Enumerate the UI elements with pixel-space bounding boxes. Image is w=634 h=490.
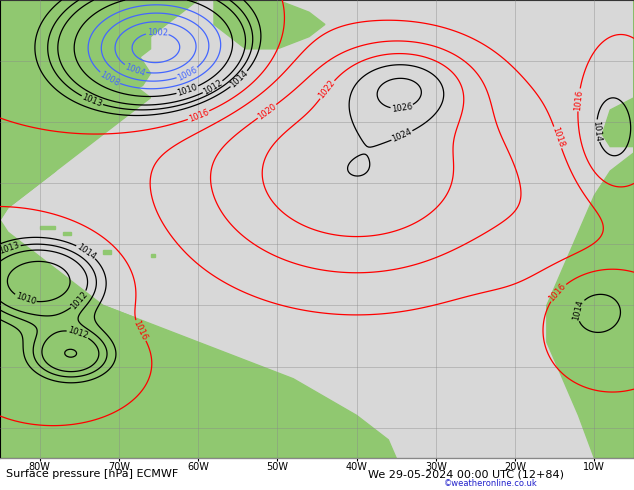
Polygon shape	[0, 293, 396, 458]
Polygon shape	[63, 232, 71, 235]
Text: 1016: 1016	[132, 319, 149, 342]
Text: 1010: 1010	[176, 82, 199, 98]
Polygon shape	[0, 0, 150, 220]
Text: 1026: 1026	[391, 102, 413, 114]
Text: 1008: 1008	[98, 70, 121, 88]
Polygon shape	[150, 253, 155, 257]
Polygon shape	[602, 98, 634, 147]
Text: 1018: 1018	[550, 126, 566, 149]
Text: 1016: 1016	[187, 107, 210, 123]
Text: 1014: 1014	[229, 69, 250, 90]
Text: 1016: 1016	[547, 281, 568, 303]
Text: 1020: 1020	[256, 101, 278, 121]
Text: ©weatheronline.co.uk: ©weatheronline.co.uk	[444, 479, 538, 488]
Text: 1004: 1004	[124, 62, 146, 77]
Text: 1022: 1022	[317, 78, 337, 100]
Text: 1013: 1013	[0, 241, 21, 256]
Text: 1012: 1012	[202, 78, 224, 97]
Text: 1016: 1016	[573, 89, 584, 111]
Text: Surface pressure [hPa] ECMWF: Surface pressure [hPa] ECMWF	[6, 469, 179, 479]
Text: 1006: 1006	[176, 65, 199, 82]
Polygon shape	[103, 250, 111, 253]
Polygon shape	[214, 0, 325, 49]
Polygon shape	[0, 220, 134, 318]
Text: 1014: 1014	[75, 242, 98, 261]
Text: We 29-05-2024 00:00 UTC (12+84): We 29-05-2024 00:00 UTC (12+84)	[368, 469, 564, 479]
Text: 1014: 1014	[592, 120, 603, 142]
Polygon shape	[0, 0, 198, 220]
Text: 1024: 1024	[391, 127, 413, 144]
Text: 1014: 1014	[571, 299, 585, 321]
Text: 1002: 1002	[146, 28, 168, 37]
Text: 1012: 1012	[67, 326, 89, 341]
Polygon shape	[547, 0, 634, 458]
Text: 1013: 1013	[81, 93, 103, 109]
Polygon shape	[39, 226, 55, 229]
Text: 1010: 1010	[14, 292, 37, 307]
Text: 1012: 1012	[69, 289, 90, 311]
